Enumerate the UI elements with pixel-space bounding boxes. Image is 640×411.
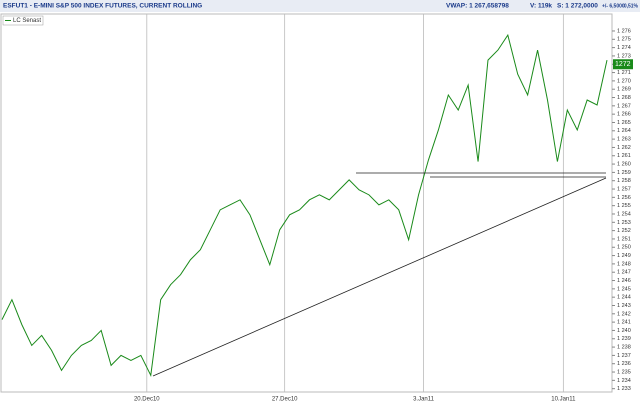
stat: S: 1 272,0000: [557, 3, 598, 10]
y-tick-label: 1 255: [617, 203, 631, 209]
y-tick-label: 1 266: [617, 112, 631, 118]
y-tick-label: 1 268: [617, 95, 631, 101]
y-tick-label: 1 238: [617, 345, 631, 351]
y-tick-label: 1 259: [617, 170, 631, 176]
y-tick-label: 1 270: [617, 78, 631, 84]
y-tick-label: 1 262: [617, 145, 631, 151]
y-tick-label: 1 240: [617, 328, 631, 334]
y-tick-label: 1 241: [617, 320, 631, 326]
y-tick-label: 1 271: [617, 70, 631, 76]
y-tick-label: 1 260: [617, 162, 631, 168]
x-tick-label: 27.Dec10: [272, 397, 298, 403]
stat: VWAP: 1 267,658798: [446, 3, 509, 10]
y-tick-label: 1 257: [617, 186, 631, 192]
legend-label: LC Senast: [13, 18, 41, 24]
y-tick-label: 1 250: [617, 245, 631, 251]
chart-title: ESFUT1 - E-MINI S&P 500 INDEX FUTURES, C…: [3, 3, 202, 10]
y-tick-label: 1 237: [617, 353, 631, 359]
y-tick-label: 1 253: [617, 220, 631, 226]
x-tick-label: 20.Dec10: [134, 397, 160, 403]
header-bar: [0, 0, 640, 12]
y-tick-label: 1 246: [617, 278, 631, 284]
y-tick-label: 1 265: [617, 120, 631, 126]
y-tick-label: 1 258: [617, 178, 631, 184]
y-tick-label: 1 263: [617, 137, 631, 143]
y-tick-label: 1 273: [617, 53, 631, 59]
last-price-box: [613, 59, 633, 70]
y-tick-label: 1 233: [617, 386, 631, 392]
price-line: [1, 33, 608, 378]
y-tick-label: 1 269: [617, 87, 631, 93]
y-tick-label: 1 256: [617, 195, 631, 201]
y-tick-label: 1 276: [617, 28, 631, 34]
trend-line: [152, 177, 607, 377]
y-tick-label: 1 252: [617, 228, 631, 234]
y-tick-label: 1 247: [617, 270, 631, 276]
y-tick-label: 1 244: [617, 295, 631, 301]
y-tick-label: 1 234: [617, 378, 631, 384]
x-tick-label: 10.Jan11: [551, 397, 576, 403]
y-tick-label: 1 243: [617, 303, 631, 309]
y-tick-label: 1 248: [617, 261, 631, 267]
y-tick-label: 1 254: [617, 211, 631, 217]
y-tick-label: 1 239: [617, 336, 631, 342]
legend: [2, 15, 44, 26]
y-tick-label: 1 251: [617, 236, 631, 242]
y-tick-label: 1 275: [617, 37, 631, 43]
last-price-label: 1272: [615, 61, 631, 68]
y-tick-label: 1 236: [617, 361, 631, 367]
y-tick-label: 1 267: [617, 103, 631, 109]
stat: 0,51%: [624, 3, 639, 9]
y-tick-label: 1 264: [617, 128, 631, 134]
y-tick-label: 1 261: [617, 153, 631, 159]
stat: +/- 6,5000: [602, 3, 625, 9]
y-tick-label: 1 245: [617, 286, 631, 292]
y-tick-label: 1 235: [617, 369, 631, 375]
x-tick-label: 3.Jan11: [413, 397, 435, 403]
y-tick-label: 1 242: [617, 311, 631, 317]
y-tick-label: 1 249: [617, 253, 631, 259]
stat: V: 119k: [530, 3, 552, 10]
y-tick-label: 1 274: [617, 45, 631, 51]
